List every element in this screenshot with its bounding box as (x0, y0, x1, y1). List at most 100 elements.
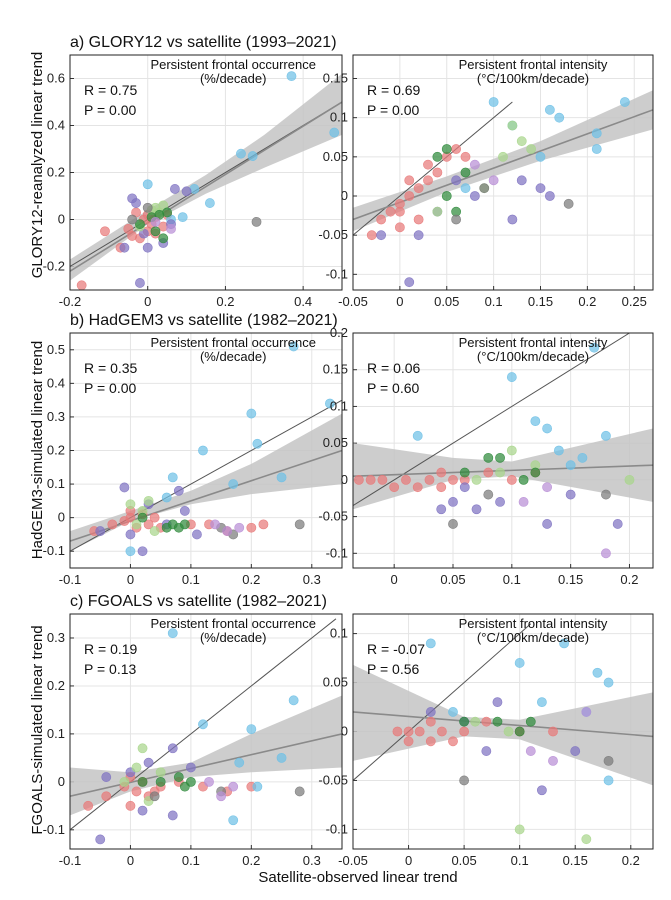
scatter-point (460, 183, 471, 194)
scatter-point (142, 202, 153, 213)
scatter-point (536, 697, 547, 708)
x-tick-label: 0 (396, 294, 403, 309)
scatter-point (535, 151, 546, 162)
panel-title-line: Persistent frontal intensity (459, 57, 608, 72)
scatter-point (425, 707, 436, 717)
plot-content (70, 618, 342, 845)
scatter-point (127, 214, 138, 225)
panel-title-line: Persistent frontal occurrence (150, 57, 315, 72)
axes-frame (69, 54, 343, 291)
scatter-point (95, 834, 106, 845)
scatter-point (471, 504, 482, 515)
scatter-point (167, 743, 178, 754)
plot-content (353, 623, 653, 845)
scatter-point (448, 497, 458, 507)
scatter-point (143, 495, 154, 506)
y-tick-label: 0 (341, 724, 348, 739)
y-tick-label: 0 (58, 510, 65, 525)
scatter-point (542, 519, 553, 529)
scatter-point (581, 834, 592, 845)
x-tick-label: -0.1 (59, 572, 81, 587)
panel-title-line: (°C/100km/decade) (477, 71, 589, 86)
scatter-point (204, 776, 214, 787)
scatter-point (181, 186, 192, 197)
scatter-point (506, 474, 517, 485)
scatter-point (592, 667, 603, 678)
plot-content (70, 341, 342, 557)
scatter-point (155, 776, 166, 787)
scatter-point (173, 772, 184, 782)
scatter-point (589, 342, 600, 353)
x-tick-label: -0.05 (338, 853, 368, 868)
scatter-point (451, 214, 462, 225)
y-tick-label: 0.4 (47, 118, 65, 133)
p-value: P = 0.60 (367, 380, 420, 396)
confidence-band (70, 695, 342, 816)
scatter-point (414, 726, 425, 737)
scatter-point (288, 341, 299, 352)
scatter-point (481, 716, 492, 727)
scatter-point (601, 430, 611, 441)
panel-b-right: 0 0.05 0.1 0.15 0.2 -0.1 -0.05 0 0.05 0.1 0.15 0.2 P… (318, 325, 654, 587)
scatter-point (137, 776, 148, 787)
y-tick-label: 0.1 (47, 476, 65, 491)
panel-title-line: Persistent frontal occurrence (150, 616, 315, 631)
scatter-point (432, 167, 443, 178)
scatter-point (441, 144, 452, 154)
axes-frame (69, 332, 343, 569)
scatter-point (436, 726, 447, 737)
scatter-point (119, 482, 130, 493)
scatter-point (536, 785, 547, 796)
scatter-point (137, 546, 148, 557)
p-value: P = 0.00 (84, 102, 137, 118)
scatter-point (436, 467, 447, 478)
scatter-point (252, 781, 263, 792)
y-tick-label: 0.05 (323, 435, 348, 450)
x-tick-label: 0.15 (528, 294, 553, 309)
axes-frame (352, 613, 654, 850)
ylabel-fgoals: FGOALS-simulated linear trend (29, 625, 46, 834)
scatter-point (185, 762, 196, 773)
scatter-point (413, 214, 424, 225)
x-tick-label: -0.2 (59, 294, 81, 309)
scatter-point (403, 736, 414, 747)
scatter-point (251, 216, 262, 227)
scatter-point (448, 736, 458, 747)
confidence-band (353, 664, 653, 786)
scatter-point (149, 512, 160, 523)
scatter-point (143, 519, 154, 530)
x-tick-label: 0.05 (451, 853, 476, 868)
y-tick-label: 0.1 (47, 726, 65, 741)
scatter-point (329, 127, 340, 138)
scatter-point (591, 144, 602, 154)
scatter-point (553, 445, 564, 456)
scatter-point (204, 198, 215, 208)
scatter-point (131, 786, 142, 797)
scatter-point (535, 183, 546, 194)
panel-title-line: Persistent frontal occurrence (150, 335, 315, 350)
scatter-point (276, 472, 287, 483)
scatter-point (149, 791, 160, 802)
x-tick-label: 0 (127, 853, 134, 868)
scatter-point (135, 278, 145, 288)
scatter-point (548, 726, 558, 737)
scatter-point (542, 423, 553, 434)
scatter-point (185, 776, 196, 787)
x-tick-label: 0.2 (242, 853, 260, 868)
scatter-point (423, 175, 433, 186)
scatter-point (286, 71, 297, 82)
scatter-point (619, 97, 630, 107)
scatter-point (603, 775, 614, 786)
scatter-point (365, 474, 376, 485)
scatter-point (559, 638, 570, 649)
scatter-point (516, 175, 527, 186)
scatter-point (170, 184, 180, 194)
scatter-point (424, 474, 435, 485)
scatter-point (288, 695, 299, 706)
y-tick-label: 0 (341, 472, 348, 487)
plot-content (353, 90, 653, 288)
scatter-point (166, 223, 176, 234)
scatter-point (162, 207, 173, 218)
scatter-point (459, 726, 470, 737)
scatter-point (544, 104, 555, 115)
